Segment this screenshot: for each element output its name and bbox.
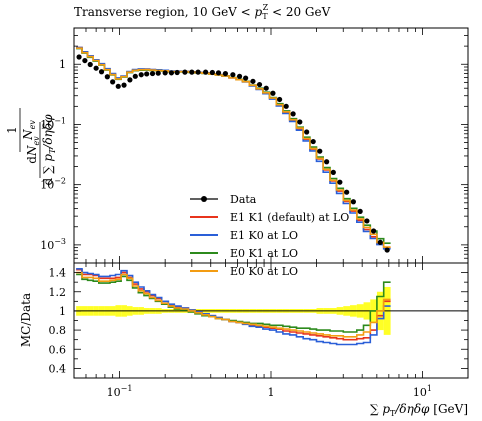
data-point	[168, 70, 175, 76]
data-point	[138, 72, 144, 78]
svg-text:dNev: dNev	[25, 136, 41, 164]
ratio-series-line	[76, 268, 391, 341]
data-point	[256, 81, 263, 88]
data-point	[110, 79, 116, 85]
svg-text:Nev: Nev	[21, 120, 37, 141]
x-tick-label: 10−1	[107, 384, 133, 399]
data-point	[384, 247, 390, 253]
data-point	[310, 138, 316, 145]
data-point	[324, 159, 330, 165]
data-point	[330, 169, 336, 175]
data-point	[230, 72, 236, 78]
data-point	[182, 69, 188, 75]
legend-label: E0 K1 at LO	[230, 247, 298, 260]
data-point	[121, 82, 127, 88]
data-point	[317, 148, 323, 154]
data-point	[203, 69, 209, 75]
y-tick-label: 10−1	[40, 116, 66, 131]
data-point	[222, 70, 229, 77]
data-point	[364, 218, 370, 224]
ratio-tick-label: 0.4	[49, 362, 67, 375]
main-panel-frame	[73, 27, 469, 264]
svg-text:d ∑ pT/δηδφ: d ∑ pT/δηδφ	[41, 114, 57, 186]
data-point	[270, 90, 276, 96]
data-point	[149, 70, 156, 77]
y-tick-label: 10−3	[40, 237, 66, 252]
data-point	[263, 85, 269, 91]
data-point	[82, 57, 88, 64]
data-layer	[76, 54, 390, 253]
data-point	[127, 77, 133, 83]
ratio-series-line	[76, 271, 391, 338]
y-tick-label: 10−2	[40, 177, 66, 192]
data-point	[304, 129, 310, 135]
ratio-tick-label: 0.6	[49, 343, 67, 356]
data-point	[344, 189, 350, 195]
legend-marker-point	[201, 196, 207, 202]
data-point	[93, 65, 99, 71]
data-point	[209, 69, 215, 76]
data-point	[195, 69, 201, 75]
data-point	[283, 103, 289, 109]
ratio-tick-label: 1.4	[49, 267, 67, 280]
data-point	[132, 73, 138, 79]
legend-label: E0 K0 at LO	[230, 265, 298, 278]
data-point	[144, 71, 150, 77]
legend-label: E1 K0 at LO	[230, 229, 298, 242]
title-prefix: Transverse region, 10 GeV <	[74, 5, 255, 19]
svg-text:1: 1	[5, 126, 19, 134]
title-sub: T	[262, 12, 268, 21]
ticks-layer: 10−1 1 101 1 10−1 10−2 10−3 0.4 0.6 0.8 1 1.2 1.4	[40, 27, 469, 399]
data-point	[250, 78, 256, 84]
data-point	[104, 74, 110, 80]
data-point	[337, 179, 343, 185]
data-point	[357, 208, 363, 214]
data-point	[155, 70, 161, 76]
legend-label: E1 K1 (default) at LO	[230, 211, 349, 224]
data-point	[297, 119, 303, 125]
data-point	[98, 69, 105, 75]
ratio-y-label: MC/Data	[19, 293, 33, 347]
data-point	[215, 70, 222, 76]
x-tick-label: 101	[413, 384, 432, 399]
data-point	[174, 69, 180, 76]
x-tick-label: 1	[268, 386, 275, 399]
chart-title: Transverse region, 10 GeV < pTZ < 20 GeV	[74, 3, 331, 21]
data-point	[243, 75, 249, 81]
data-point	[76, 54, 82, 60]
y-tick-label: 1	[59, 58, 66, 71]
data-point	[189, 69, 195, 75]
legend: Data E1 K1 (default) at LO E1 K0 at LO E0 K…	[190, 193, 349, 278]
data-point	[350, 199, 356, 205]
data-point	[277, 96, 283, 103]
data-point	[290, 111, 296, 117]
ratio-series-line	[76, 273, 391, 333]
data-point	[87, 61, 93, 68]
ratio-tick-label: 1.2	[49, 286, 67, 299]
x-axis-label: ∑ pT/δηδφ [GeV]	[370, 402, 468, 418]
ratio-tick-label: 1	[59, 305, 66, 318]
data-point	[236, 73, 243, 79]
data-point	[162, 70, 168, 76]
legend-label: Data	[230, 193, 257, 206]
data-point	[377, 239, 383, 245]
data-point	[371, 228, 377, 234]
ratio-tick-label: 0.8	[49, 324, 67, 337]
data-point	[115, 83, 121, 89]
y-axis-label: dNev d ∑ pT/δηδφ	[25, 114, 57, 186]
